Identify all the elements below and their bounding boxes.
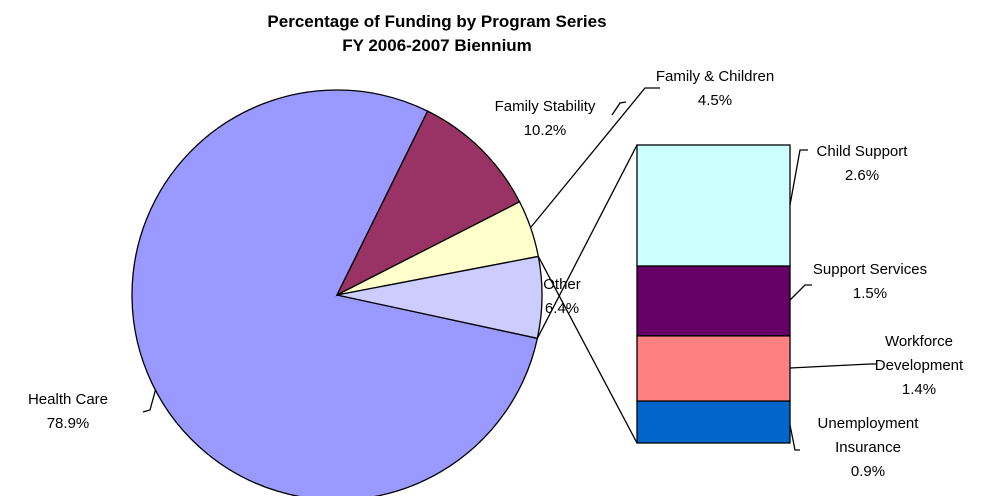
bar-segment	[636, 144, 791, 267]
data-label: Family & Children 4.5%	[635, 65, 795, 113]
data-label: Child Support 2.6%	[782, 140, 942, 188]
label-text: Child Support	[816, 143, 908, 160]
label-text: Workforce Development	[874, 333, 964, 374]
chart-title: Percentage of Funding by Program Series	[267, 12, 607, 31]
label-text: Health Care	[27, 391, 109, 408]
bar-segment	[636, 265, 791, 337]
data-label: Support Services 1.5%	[790, 258, 950, 306]
data-label: Other 6.4%	[522, 273, 602, 321]
leader-line	[611, 101, 627, 116]
data-label: Unemployment Insurance 0.9%	[808, 412, 928, 484]
label-text: 78.9%	[46, 415, 90, 432]
label-text: Family & Children	[655, 68, 775, 85]
label-text: 1.5%	[852, 285, 888, 302]
leader-line	[789, 363, 876, 369]
pie	[131, 89, 543, 496]
pie-slice	[131, 89, 539, 496]
data-label: Workforce Development 1.4%	[864, 330, 974, 402]
leader-line	[526, 87, 660, 233]
label-text: 1.4%	[901, 381, 937, 398]
bar-segment	[636, 335, 791, 402]
label-text: 2.6%	[844, 167, 880, 184]
label-text: 6.4%	[544, 300, 580, 317]
label-text: Other	[543, 276, 581, 293]
label-text: Unemployment Insurance	[817, 415, 919, 456]
leader-line	[789, 149, 808, 206]
leader-line	[789, 424, 800, 451]
label-text: 4.5%	[697, 92, 733, 109]
label-text: Support Services	[812, 261, 928, 278]
leader-line	[142, 387, 157, 413]
label-text: 10.2%	[523, 122, 567, 139]
bar-segment	[636, 400, 791, 444]
pie-slice	[335, 110, 521, 297]
chart-subtitle: FY 2006-2007 Biennium	[342, 36, 532, 55]
leaders	[142, 87, 876, 451]
data-label: Health Care 78.9%	[0, 388, 143, 436]
label-text: Family Stability	[494, 98, 596, 115]
connector	[536, 144, 638, 339]
leader-line	[789, 284, 812, 301]
label-text: 0.9%	[850, 463, 886, 480]
data-label: Family Stability 10.2%	[470, 95, 620, 143]
connector	[537, 256, 638, 444]
